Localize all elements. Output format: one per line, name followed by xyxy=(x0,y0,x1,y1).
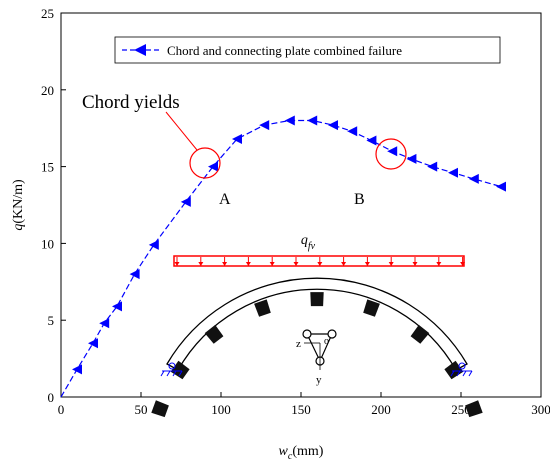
section-y-label: y xyxy=(316,374,322,386)
x-tick-label: 50 xyxy=(135,402,148,417)
y-tick-label: 15 xyxy=(41,160,54,175)
data-point-marker xyxy=(112,301,122,312)
series-line xyxy=(60,119,502,398)
load-arrow-head xyxy=(341,262,347,266)
y-tick-label: 20 xyxy=(41,83,54,98)
section-z-label: z xyxy=(296,338,301,350)
data-point-marker xyxy=(129,269,140,280)
cross-section-icon: z o y xyxy=(296,329,337,386)
arch-joint-block xyxy=(465,400,483,418)
legend-marker-icon xyxy=(134,44,146,56)
load-arrow-head xyxy=(222,262,228,266)
annotation-circle-a xyxy=(189,147,221,179)
structure-illustration: qfv z o y xyxy=(151,233,483,418)
load-label: qfv xyxy=(301,233,316,252)
annotation-chord-yields: Chord yields xyxy=(82,92,180,113)
arch-joint-block xyxy=(410,324,430,344)
arch-body xyxy=(166,277,468,371)
x-axis-label: wc(mm) xyxy=(279,444,324,462)
annotations: Chord yields A B xyxy=(82,92,407,208)
x-tick-label: 0 xyxy=(58,402,65,417)
load-arrow-head xyxy=(269,262,275,266)
data-point-marker xyxy=(232,133,242,144)
arch-joint-block xyxy=(204,324,224,344)
data-point-marker xyxy=(366,135,377,146)
load-arrow-head xyxy=(245,262,251,266)
load-arrow-head xyxy=(293,262,299,266)
annotation-circle-b xyxy=(375,138,407,170)
load-arrow-head xyxy=(412,262,418,266)
y-tick-label: 10 xyxy=(41,236,54,251)
left-support-icon xyxy=(160,362,183,377)
data-point-marker xyxy=(148,239,159,250)
right-support-icon xyxy=(450,362,473,377)
legend: Chord and connecting plate combined fail… xyxy=(114,36,501,64)
series-layer xyxy=(60,115,506,398)
x-tick-label: 200 xyxy=(371,402,391,417)
section-o-label: o xyxy=(324,336,329,347)
data-point-marker xyxy=(99,318,110,329)
data-point-marker xyxy=(307,115,318,126)
data-point-marker xyxy=(72,364,82,375)
arch-joint-block xyxy=(310,292,324,307)
load-arrows xyxy=(174,257,466,266)
data-point-marker xyxy=(427,161,438,172)
load-arrow-head xyxy=(364,262,370,266)
annotation-leader xyxy=(165,111,198,151)
x-tick-label: 150 xyxy=(291,402,311,417)
arch-joint-block xyxy=(254,299,271,317)
annotation-point-a: A xyxy=(219,191,231,208)
data-point-marker xyxy=(496,181,506,192)
data-point-marker xyxy=(387,146,398,157)
data-point-marker xyxy=(259,120,270,131)
load-arrow-head xyxy=(388,262,394,266)
data-point-marker xyxy=(208,161,218,172)
arch-joint-block xyxy=(363,299,380,317)
legend-label: Chord and connecting plate combined fail… xyxy=(167,43,402,58)
y-tick-label: 5 xyxy=(48,313,55,328)
data-point-marker xyxy=(406,153,417,164)
data-point-marker xyxy=(180,196,191,207)
y-tick-label: 0 xyxy=(48,390,55,405)
arch-joint-blocks xyxy=(151,292,483,418)
data-point-marker xyxy=(328,120,338,131)
load-arrow-head xyxy=(436,262,442,266)
distributed-load-bar xyxy=(173,255,465,267)
plot-frame xyxy=(60,12,542,398)
x-tick-label: 100 xyxy=(211,402,231,417)
y-axis-label: q(KN/m) xyxy=(11,179,26,231)
data-point-marker xyxy=(347,126,358,137)
y-axis: 0 5 10 15 20 25 xyxy=(41,6,66,405)
load-arrow-head xyxy=(317,262,323,266)
data-point-marker xyxy=(468,173,479,184)
load-arrow-head xyxy=(460,262,466,266)
data-point-marker xyxy=(284,115,295,126)
data-point-marker xyxy=(448,167,458,178)
annotation-point-b: B xyxy=(354,191,365,208)
load-arrow-head xyxy=(174,262,180,266)
legend-box xyxy=(114,36,501,64)
y-tick-label: 25 xyxy=(41,6,54,21)
load-arrow-head xyxy=(198,262,204,266)
data-point-marker xyxy=(88,338,98,349)
x-tick-label: 300 xyxy=(531,402,550,417)
arch-joint-block xyxy=(151,400,169,418)
